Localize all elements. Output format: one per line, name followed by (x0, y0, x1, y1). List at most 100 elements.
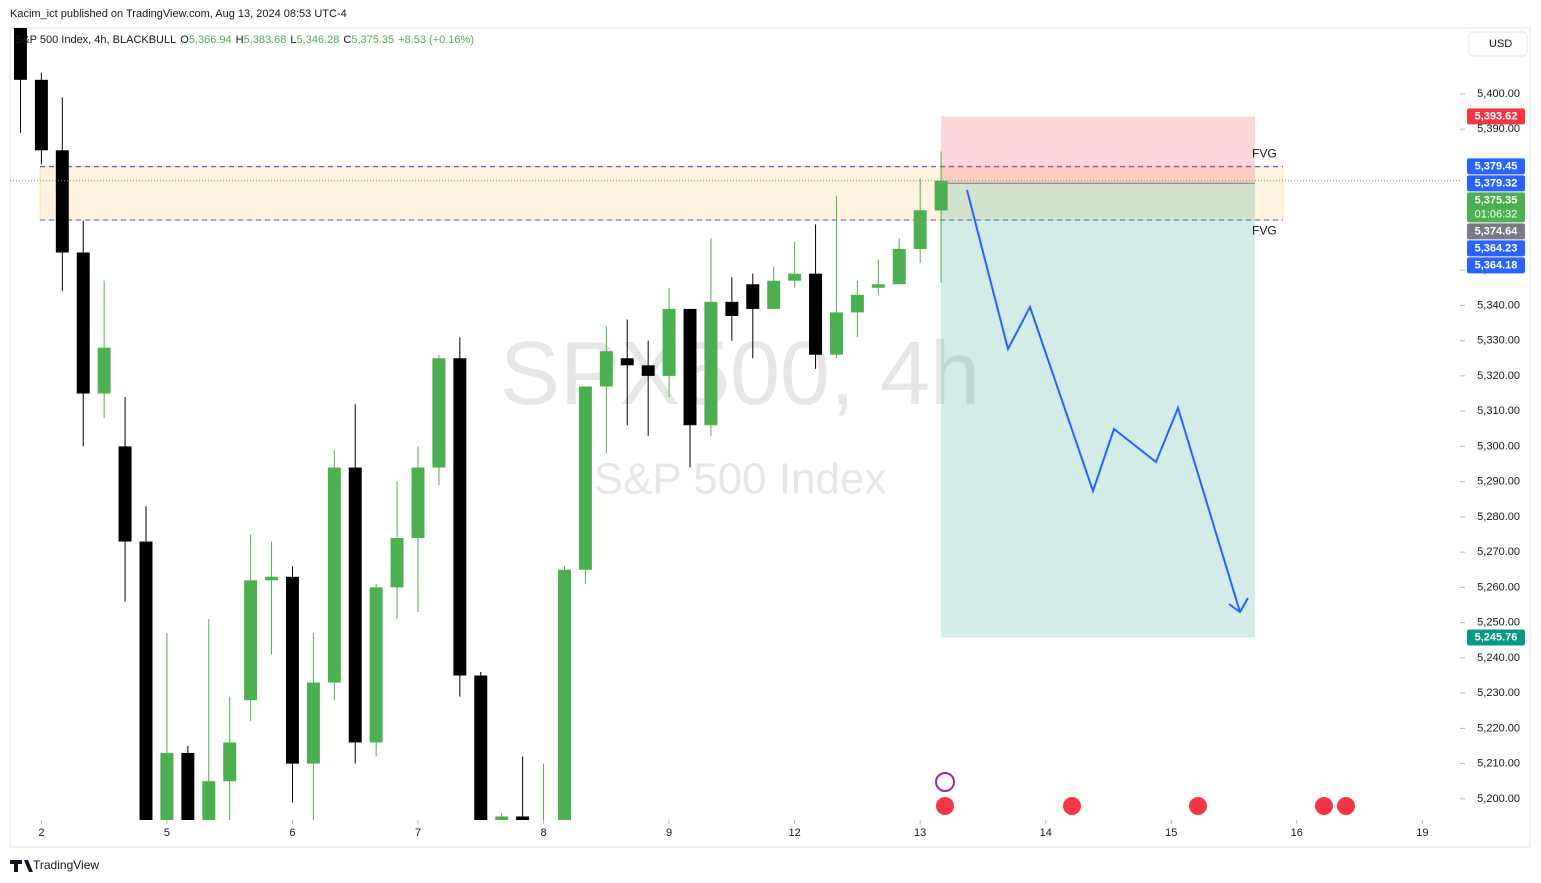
price-label: 5,374.64 (1475, 225, 1519, 237)
candle-body (369, 587, 383, 743)
price-label-box (1467, 175, 1525, 192)
candle-body (76, 252, 90, 394)
legend: S&P 500 Index, 4h, BLACKBULL O5,366.94 H… (15, 34, 474, 46)
candle-body (348, 467, 362, 743)
c-label: C (343, 34, 352, 46)
candle-body (641, 365, 655, 376)
y-tick-label: 5,220.00 (1477, 722, 1520, 734)
candle-body (181, 753, 195, 820)
publisher: Kacim_ict published on TradingView.com, … (10, 8, 347, 20)
candle-body (599, 351, 613, 387)
price-label: 5,393.62 (1475, 110, 1518, 122)
candle-body (55, 150, 69, 253)
candle-body (411, 467, 425, 539)
y-tick-label: 5,390.00 (1477, 123, 1520, 135)
candle-body (934, 180, 948, 211)
y-tick-label: 5,200.00 (1477, 793, 1520, 805)
price-label: 5,364.23 (1475, 242, 1518, 254)
price-label-box (1467, 257, 1525, 274)
y-tick-label: 5,210.00 (1477, 758, 1520, 770)
x-tick-label: 14 (1040, 827, 1052, 839)
y-tick-label: 5,310.00 (1477, 405, 1520, 417)
y-tick-label: 5,290.00 (1477, 476, 1520, 488)
candle-body (704, 301, 718, 426)
x-tick-label: 2 (38, 827, 44, 839)
y-tick-label: 5,260.00 (1477, 581, 1520, 593)
x-tick-label: 15 (1165, 827, 1177, 839)
currency: USD (1489, 38, 1512, 50)
candle-body (97, 347, 111, 394)
watermark: SPX500, 4h (500, 324, 980, 424)
candle-body (223, 742, 237, 782)
y-tick-label: 5,280.00 (1477, 511, 1520, 523)
watermark-sub: S&P 500 Index (594, 455, 887, 504)
plot (13, 28, 1284, 820)
x-tick-label: 13 (914, 827, 926, 839)
y-tick-label: 5,330.00 (1477, 335, 1520, 347)
frame (9, 27, 1531, 848)
y-tick-label: 5,400.00 (1477, 88, 1520, 100)
target-zone (941, 183, 1255, 638)
candle-body (265, 576, 279, 581)
x-tick-label: 19 (1416, 827, 1428, 839)
o-label: O (180, 34, 189, 46)
event-icons (935, 772, 1355, 815)
symbol: S&P 500 Index, 4h, BLACKBULL (15, 34, 177, 46)
candle-body (788, 273, 802, 281)
fvg-label: FVG (1252, 223, 1277, 237)
candle-body (892, 248, 906, 285)
candle-body (829, 312, 843, 355)
candle-body (432, 358, 446, 468)
y-tick-label: 5,270.00 (1477, 546, 1520, 558)
candle-body (557, 569, 571, 820)
candle-body (34, 79, 48, 151)
arrow-head (1228, 597, 1249, 614)
c-value: 5,375.35 (351, 34, 395, 46)
candle-body (244, 580, 258, 701)
x-tick-label: 5 (164, 827, 170, 839)
x-tick-label: 6 (289, 827, 295, 839)
candle-body (683, 308, 697, 426)
c: C5,375.35 (343, 34, 394, 46)
countdown: 01:06:32 (1475, 208, 1518, 220)
price-label: 5,375.35 (1475, 194, 1518, 206)
candle-body (871, 284, 885, 288)
o-value: 5,366.94 (188, 34, 232, 46)
y-tick-label: 5,240.00 (1477, 652, 1520, 664)
price-label-box (1467, 223, 1525, 240)
candle-body (285, 576, 299, 764)
candle-body (725, 301, 739, 316)
y-tick-label: 5,300.00 (1477, 440, 1520, 452)
price-label-box (1467, 158, 1525, 175)
candle-body (746, 284, 760, 309)
x-tick-label: 12 (789, 827, 801, 839)
candle-body (118, 446, 132, 542)
h-label: H (235, 34, 244, 46)
price-label-box (1467, 192, 1525, 223)
price-label: 5,379.32 (1475, 177, 1518, 189)
candle-body (13, 28, 27, 80)
h-value: 5,383.68 (243, 34, 287, 46)
x-tick-label: 16 (1291, 827, 1303, 839)
fvg-label: FVG (1252, 147, 1277, 161)
candle-body (306, 682, 320, 764)
price-label-box (1467, 629, 1525, 646)
h: H5,383.68 (236, 34, 287, 46)
candle-body (390, 538, 404, 588)
candle-body (474, 675, 488, 820)
y-tick-label: 5,230.00 (1477, 687, 1520, 699)
candle-body (453, 358, 467, 676)
candle-body (809, 273, 823, 355)
currency-button[interactable] (1468, 31, 1528, 57)
l: L5,346.28 (290, 34, 339, 46)
candle-body (139, 541, 153, 820)
candle-body (913, 210, 927, 249)
footer: TradingView (33, 858, 99, 872)
l-value: 5,346.28 (296, 34, 340, 46)
y-tick-label: 5,250.00 (1477, 617, 1520, 629)
candle-body (850, 294, 864, 313)
candle-body (516, 816, 530, 820)
candle-body (495, 816, 509, 820)
price-label-box (1467, 240, 1525, 257)
x-tick-label: 9 (666, 827, 672, 839)
